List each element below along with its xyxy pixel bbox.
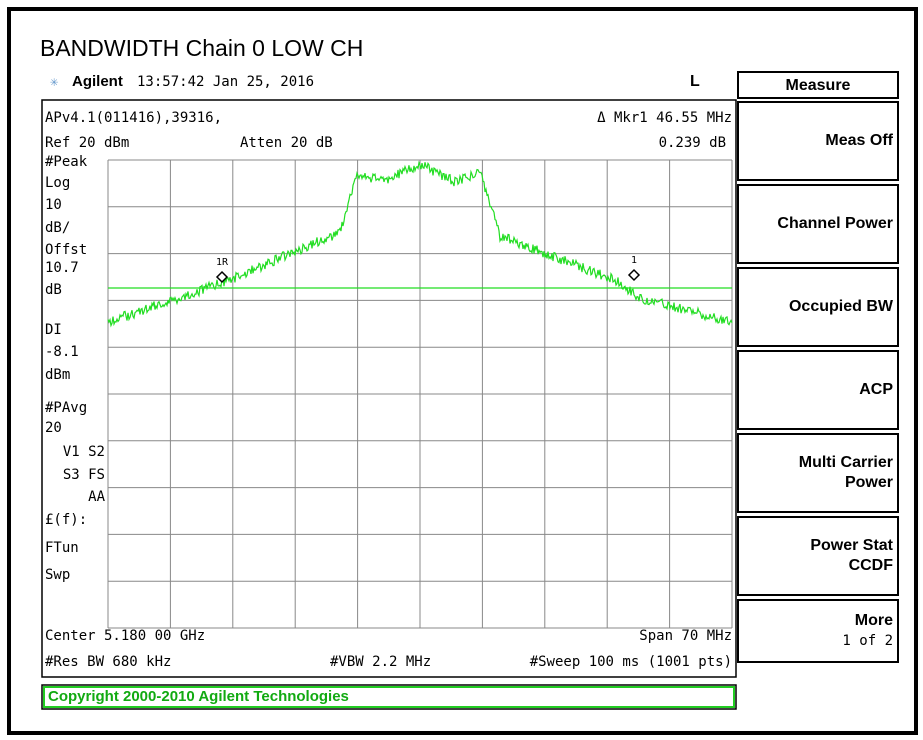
side-label: Offst [45,242,87,258]
analyzer-screen: 1R 1 APv4.1(011416),39316, Ref 20 dBm Atten … [45,110,733,670]
softkey-label[interactable]: ACP [859,381,893,398]
brand: Agilent [72,73,123,90]
copyright: Copyright 2000-2010 Agilent Technologies [48,688,349,705]
center-freq: Center 5.180 00 GHz [45,628,205,644]
marker-amp: 0.239 dB [659,135,726,151]
softkey-frame[interactable] [737,184,899,264]
menu-title-box [737,71,899,99]
marker-tag: 1 [631,255,637,266]
marker-freq: Δ Mkr1 46.55 MHz [597,110,732,126]
res-bw: #Res BW 680 kHz [45,654,171,670]
softkey-label[interactable]: Power [845,474,893,491]
softkey-frame[interactable] [737,433,899,513]
menu-title: Measure [786,77,851,94]
marker-diamond [215,270,229,284]
softkey-frame[interactable] [737,516,899,596]
softkey-label[interactable]: Power Stat [810,537,893,554]
softkey-label[interactable]: CCDF [849,557,894,574]
attenuation: Atten 20 dB [240,135,333,151]
info-line: APv4.1(011416),39316, [45,110,222,126]
side-label: FTun [45,540,79,556]
mode-indicator: L [690,73,700,90]
softkey-label[interactable]: Meas Off [825,132,893,149]
side-label: dB/ [45,220,70,236]
ref-level: Ref 20 dBm [45,135,129,151]
softkey-label[interactable]: More [855,612,893,629]
softkey[interactable]: Occupied BW [737,267,899,347]
softkey-frame[interactable] [737,599,899,663]
softkey[interactable]: Multi Carrier Power [737,433,899,513]
side-label: -8.1 [45,344,79,360]
side-label: AA [88,489,105,505]
trace [107,160,733,328]
softkey[interactable]: Channel Power [737,184,899,264]
side-label: 10.7 [45,260,79,276]
softkey-label[interactable]: Occupied BW [789,298,894,315]
status-bar-inner [43,686,735,708]
graticule [107,159,733,629]
side-label: #PAvg [45,400,87,416]
span: Span 70 MHz [639,628,732,644]
softkey[interactable]: More 1 of 2 [737,599,899,663]
screen-box [41,99,737,678]
marker-diamond [627,268,641,282]
side-label: 10 [45,197,62,213]
side-label: dBm [45,367,70,383]
side-label: DI [45,322,62,338]
softkey-frame[interactable] [737,267,899,347]
side-label: V1 S2 [63,444,105,460]
softkey-frame[interactable] [737,350,899,430]
softkey[interactable]: ACP [737,350,899,430]
side-label: Log [45,175,70,191]
softkey-label[interactable]: Channel Power [777,215,893,232]
side-label: Swp [45,567,70,583]
softkey-label[interactable]: Multi Carrier [799,454,893,471]
marker-tag: 1R [216,257,229,268]
softkey-frame[interactable] [737,101,899,181]
sweep: #Sweep 100 ms (1001 pts) [530,654,732,670]
timestamp: 13:57:42 Jan 25, 2016 [137,74,314,90]
vbw: #VBW 2.2 MHz [330,654,431,670]
softkey-menu: Measure Meas Off Channel Power Occupied BW A… [737,71,899,663]
side-label: S3 FS [63,467,105,483]
side-label: dB [45,282,62,298]
softkey[interactable]: Meas Off [737,101,899,181]
softkey-label[interactable]: 1 of 2 [842,633,893,649]
side-label: #Peak [45,154,88,170]
page-title: BANDWIDTH Chain 0 LOW CH [40,35,363,61]
softkey[interactable]: Power Stat CCDF [737,516,899,596]
agilent-logo: ✳ [50,74,59,90]
side-label: 20 [45,420,62,436]
side-label: £(f): [45,512,87,528]
